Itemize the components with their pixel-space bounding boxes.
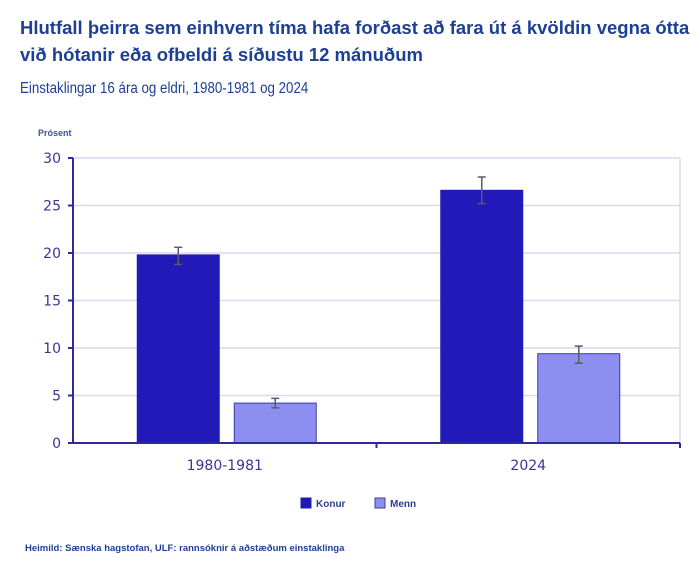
bar-menn-1980-1981 bbox=[233, 402, 317, 444]
y-tick-label: 30 bbox=[43, 151, 61, 167]
legend-label-konur: Konur bbox=[316, 499, 346, 510]
y-axis-unit-label: Prósent bbox=[38, 128, 72, 138]
bars bbox=[136, 176, 621, 444]
legend: Konur Menn bbox=[300, 497, 416, 510]
y-tick-label: 10 bbox=[43, 341, 61, 357]
y-tick-label: 0 bbox=[52, 436, 61, 452]
legend-swatch-konur bbox=[300, 497, 312, 509]
bar-konur-2024 bbox=[440, 189, 524, 444]
y-tick-label: 25 bbox=[43, 199, 61, 215]
x-tick-label: 2024 bbox=[510, 458, 546, 474]
chart-title: Hlutfall þeirra sem einhvern tíma hafa f… bbox=[20, 17, 690, 65]
y-tick-label: 5 bbox=[52, 389, 61, 405]
chart-subtitle: Einstaklingar 16 ára og eldri, 1980-1981… bbox=[20, 80, 309, 97]
x-tick-label: 1980-1981 bbox=[187, 458, 263, 474]
axes: 0 5 10 15 20 25 30 1980-1981 2024 bbox=[43, 151, 681, 474]
bar-menn-2024 bbox=[537, 353, 621, 444]
y-tick-label: 20 bbox=[43, 246, 61, 262]
legend-swatch-menn bbox=[374, 497, 386, 509]
bar-konur-1980-1981 bbox=[136, 254, 220, 444]
source-note: Heimild: Sænska hagstofan, ULF: rannsókn… bbox=[25, 543, 345, 554]
legend-label-menn: Menn bbox=[390, 499, 416, 510]
y-tick-label: 15 bbox=[43, 294, 61, 310]
